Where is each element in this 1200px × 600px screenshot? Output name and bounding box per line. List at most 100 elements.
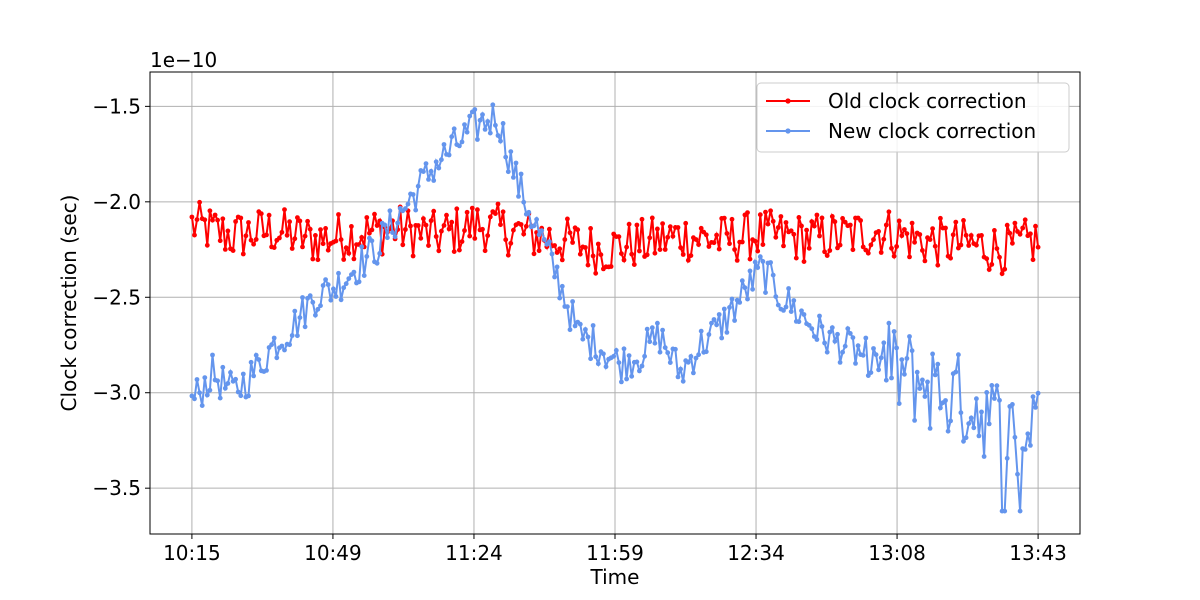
data-point <box>1022 217 1028 223</box>
data-point <box>685 257 691 263</box>
data-point <box>508 149 514 155</box>
data-point <box>302 324 308 330</box>
data-point <box>647 235 653 241</box>
data-point <box>732 247 737 252</box>
data-point <box>814 337 820 342</box>
data-point <box>595 241 601 247</box>
data-point <box>706 244 712 249</box>
data-point <box>359 235 365 240</box>
data-point <box>423 161 429 167</box>
data-point <box>974 396 979 402</box>
x-tick-label: 10:49 <box>304 541 362 565</box>
data-point <box>421 216 426 222</box>
data-point <box>1017 508 1023 514</box>
data-point <box>374 260 380 266</box>
data-point <box>503 237 509 243</box>
data-point <box>899 233 905 239</box>
y-tick-label: −2.0 <box>92 190 141 214</box>
data-point <box>711 240 717 246</box>
data-point <box>313 312 318 318</box>
data-point <box>338 297 344 303</box>
data-point <box>644 252 650 258</box>
data-point <box>433 234 439 239</box>
data-point <box>292 308 298 314</box>
data-point <box>680 378 686 384</box>
data-point <box>932 243 938 249</box>
data-point <box>467 233 473 239</box>
data-point <box>806 322 812 328</box>
data-point <box>773 234 779 240</box>
data-point <box>639 216 645 222</box>
data-point <box>763 209 768 215</box>
data-point <box>1012 434 1018 440</box>
data-point <box>822 249 827 255</box>
data-point <box>251 373 256 379</box>
data-point <box>793 255 799 261</box>
data-point <box>616 360 622 365</box>
data-point <box>282 207 287 213</box>
data-point <box>943 398 948 403</box>
x-axis-label: Time <box>590 565 640 589</box>
data-point <box>220 364 226 370</box>
data-point <box>284 232 290 238</box>
data-point <box>410 192 416 197</box>
data-point <box>269 342 274 348</box>
data-point <box>745 296 750 302</box>
data-point <box>248 359 254 365</box>
data-point <box>997 254 1002 260</box>
data-point <box>410 253 416 259</box>
data-point <box>755 265 761 270</box>
data-point <box>315 306 321 312</box>
data-point <box>670 233 676 239</box>
data-point <box>968 415 974 421</box>
data-point <box>413 207 419 213</box>
data-point <box>716 246 722 252</box>
data-point <box>768 208 773 214</box>
data-point <box>207 387 213 393</box>
data-point <box>637 248 642 254</box>
data-point <box>583 327 588 332</box>
data-point <box>318 227 323 233</box>
y-scale-label: 1e−10 <box>150 48 217 72</box>
data-point <box>665 234 671 240</box>
data-point <box>369 227 375 233</box>
data-point <box>320 241 326 247</box>
data-point <box>662 345 668 350</box>
data-point <box>683 220 689 226</box>
data-point <box>364 254 370 259</box>
data-point <box>212 212 218 218</box>
data-point <box>909 220 915 226</box>
data-point <box>788 228 794 234</box>
data-point <box>325 282 331 288</box>
data-point <box>783 304 789 310</box>
data-point <box>727 241 732 247</box>
data-point <box>1028 443 1033 448</box>
data-point <box>930 226 935 232</box>
data-point <box>765 221 771 227</box>
data-point <box>403 206 408 212</box>
data-point <box>979 409 984 415</box>
data-point <box>616 234 622 240</box>
data-point <box>896 218 902 224</box>
data-point <box>894 345 899 351</box>
data-point <box>894 244 899 249</box>
data-point <box>356 279 362 285</box>
data-point <box>554 250 560 255</box>
data-point <box>222 247 228 252</box>
data-point <box>657 349 663 355</box>
data-point <box>1010 240 1015 246</box>
data-point <box>547 239 552 245</box>
data-point <box>860 244 866 250</box>
data-point <box>287 219 292 225</box>
data-point <box>745 210 750 216</box>
data-point <box>1004 455 1010 461</box>
data-point <box>431 178 437 183</box>
legend-marker-old <box>785 98 791 104</box>
data-point <box>868 370 874 375</box>
data-point <box>297 218 303 224</box>
data-point <box>827 248 833 253</box>
data-point <box>979 233 984 238</box>
data-point <box>932 372 938 378</box>
data-point <box>719 335 725 341</box>
data-point <box>547 226 552 232</box>
